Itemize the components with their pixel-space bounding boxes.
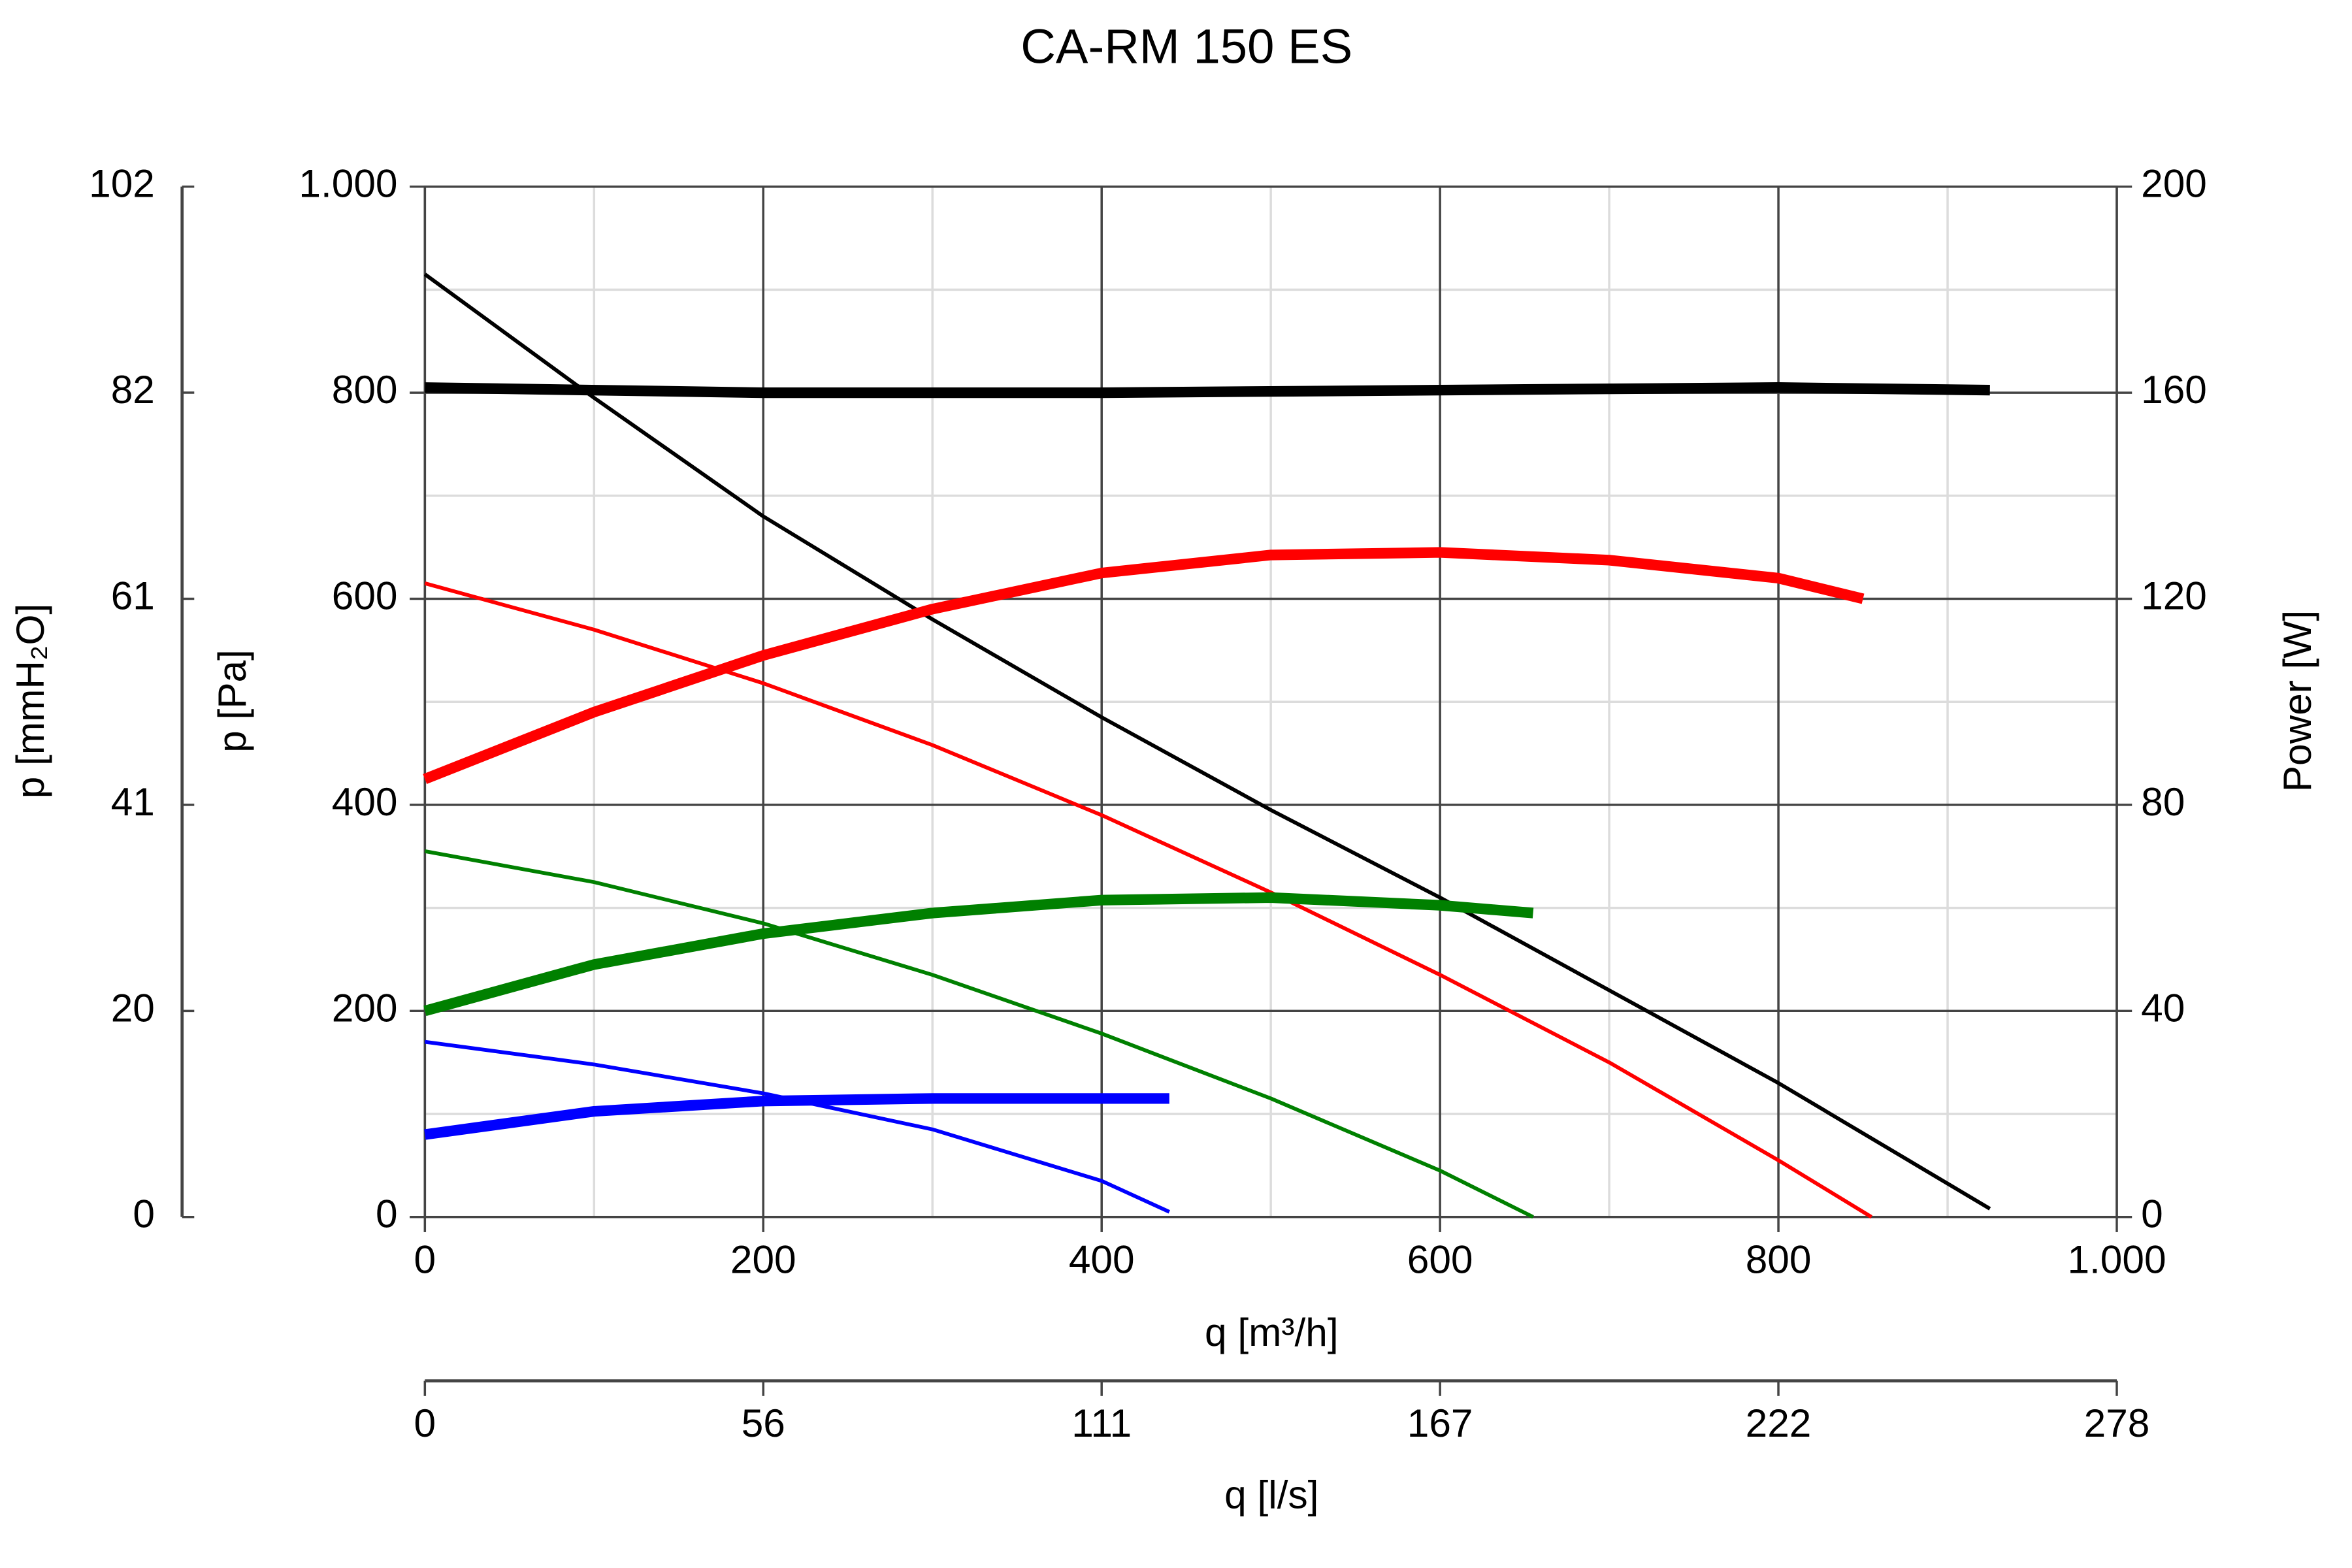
pressure-curve (423, 272, 1991, 1211)
x-tick-label: 200 (730, 1237, 796, 1281)
y-tick-label: 400 (332, 779, 398, 824)
y3-tick-label: 102 (89, 161, 155, 206)
y3-tick-label: 0 (133, 1192, 155, 1236)
pressure-curve (424, 849, 1534, 1219)
power-curve (424, 1093, 1169, 1140)
y2-tick-label: 80 (2141, 779, 2185, 824)
power-curve (425, 382, 1990, 399)
y3-tick-label: 20 (111, 985, 155, 1030)
y2-axis-label: Power [W] (2275, 610, 2319, 792)
y-axis-label: p [Pa] (210, 649, 254, 753)
power-curve (423, 547, 1865, 785)
x-tick-label: 400 (1069, 1237, 1135, 1281)
plot-frame (423, 185, 2118, 1218)
x2-tick-label: 0 (414, 1401, 436, 1445)
y-tick-label: 1.000 (299, 161, 397, 206)
y-tick-label: 0 (376, 1192, 398, 1236)
x2-tick-label: 278 (2084, 1401, 2150, 1445)
y2-tick-label: 160 (2141, 367, 2207, 412)
x2-tick-label: 56 (742, 1401, 785, 1445)
x2-tick-label: 111 (1071, 1401, 1132, 1445)
y3-tick-label: 41 (111, 779, 155, 824)
pressure-curve (424, 1039, 1170, 1214)
y3-tick-label: 61 (111, 573, 155, 617)
y2-tick-label: 0 (2141, 1192, 2163, 1236)
y2-tick-label: 120 (2141, 573, 2207, 617)
x2-tick-label: 167 (1407, 1401, 1473, 1445)
y3-axis-label: p [mmH₂O] (8, 604, 52, 799)
y-tick-label: 800 (332, 367, 398, 412)
power-curve (423, 892, 1534, 1017)
x-tick-label: 0 (414, 1237, 436, 1281)
y2-tick-label: 40 (2141, 985, 2185, 1030)
x-tick-label: 1.000 (2067, 1237, 2166, 1281)
y3-tick-label: 82 (111, 367, 155, 412)
y-tick-label: 200 (332, 985, 398, 1030)
x2-tick-label: 222 (1746, 1401, 1812, 1445)
x-axis-label: q [m³/h] (1205, 1310, 1339, 1354)
x2-axis-label: q [l/s] (1224, 1472, 1318, 1516)
y2-tick-label: 200 (2141, 161, 2207, 206)
pressure-curve (424, 581, 1872, 1219)
x-tick-label: 800 (1746, 1237, 1812, 1281)
x-tick-label: 600 (1407, 1237, 1473, 1281)
y-tick-label: 600 (332, 573, 398, 617)
chart-title: CA-RM 150 ES (1021, 19, 1352, 73)
